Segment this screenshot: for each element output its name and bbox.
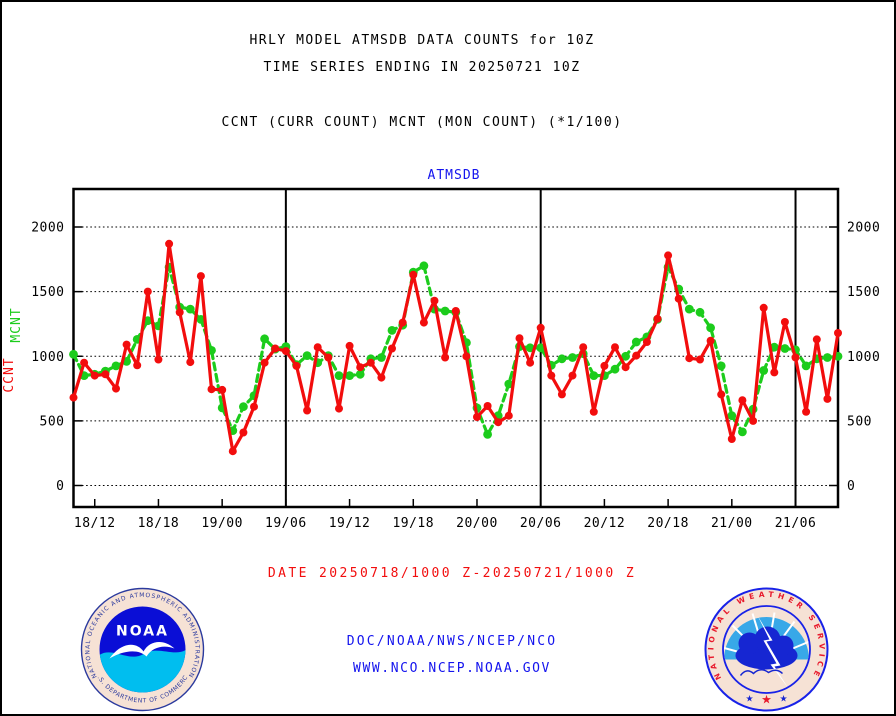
website-url-text: WWW.NCO.NCEP.NOAA.GOV — [353, 661, 551, 676]
nws-ground-cloud-outline — [739, 669, 784, 676]
title-line-1: HRLY MODEL ATMSDB DATA COUNTS for 10Z — [249, 33, 595, 48]
y-tick-label-left-0: 0 — [56, 479, 64, 494]
x-tick-label-19-18: 19/18 — [392, 516, 434, 531]
chart-heading: ATMSDB — [427, 168, 481, 183]
nws-logo: ★ ★ ★ NATIONAL WEATHER SERVICE — [704, 587, 829, 712]
nws-cloud — [735, 626, 798, 670]
y-tick-label-right-0: 0 — [847, 479, 855, 494]
series-ccnt — [69, 239, 842, 456]
x-tick-label-20-12: 20/12 — [584, 516, 626, 531]
x-tick-label-19-06: 19/06 — [265, 516, 307, 531]
nws-star-left-icon: ★ — [745, 695, 753, 705]
x-tick-label-18-12: 18/12 — [74, 516, 116, 531]
y-tick-label-right-500: 500 — [847, 414, 872, 429]
nws-star-right-icon: ★ — [779, 695, 787, 705]
organization-text: DOC/NOAA/NWS/NCEP/NCO — [346, 634, 558, 649]
x-tick-label-18-18: 18/18 — [138, 516, 180, 531]
x-tick-label-21-06: 21/06 — [775, 516, 817, 531]
noaa-seagull-icon — [109, 642, 175, 659]
y-tick-label-right-1500: 1500 — [847, 285, 880, 300]
y-tick-label-left-2000: 2000 — [31, 221, 64, 236]
y-tick-label-left-500: 500 — [40, 414, 65, 429]
noaa-wordmark: NOAA — [116, 624, 169, 640]
x-tick-label-20-18: 20/18 — [647, 516, 689, 531]
date-range-text: DATE 20250718/1000 Z-20250721/1000 Z — [267, 566, 637, 581]
x-tick-label-19-00: 19/00 — [201, 516, 243, 531]
y-tick-label-right-1000: 1000 — [847, 350, 880, 365]
title-line-2: TIME SERIES ENDING IN 20250721 10Z — [263, 60, 581, 75]
x-tick-label-19-12: 19/12 — [329, 516, 371, 531]
y-tick-label-left-1500: 1500 — [31, 285, 64, 300]
plot-frame — [72, 187, 840, 509]
y-tick-label-left-1000: 1000 — [31, 350, 64, 365]
x-tick-label-20-06: 20/06 — [520, 516, 562, 531]
nws-star-center-icon: ★ — [761, 693, 772, 707]
subtitle-legend: CCNT (CURR COUNT) MCNT (MON COUNT) (*1/1… — [221, 115, 623, 130]
y-tick-label-right-2000: 2000 — [847, 221, 880, 236]
x-tick-label-21-00: 21/00 — [711, 516, 753, 531]
noaa-sea — [99, 649, 186, 693]
x-tick-label-20-00: 20/00 — [456, 516, 498, 531]
noaa-logo: NOAA NATIONAL OCEANIC AND ATMOSPHERIC AD… — [80, 587, 205, 712]
